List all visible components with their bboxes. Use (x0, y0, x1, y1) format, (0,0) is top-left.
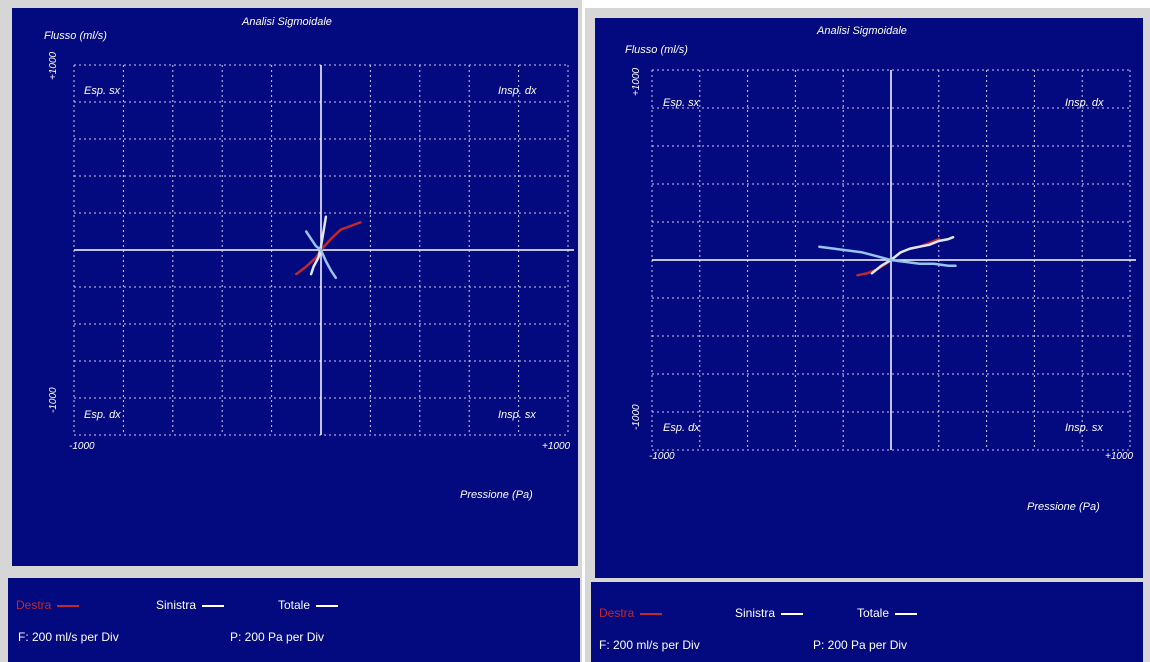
flow-scale-text: F: 200 ml/s per Div (599, 638, 700, 652)
x-max-tick-label: +1000 (1105, 451, 1134, 462)
quadrant-label-top-right: Insp. dx (1065, 97, 1104, 109)
quadrant-label-top-right: Insp. dx (498, 85, 537, 97)
y-axis-label: Flusso (ml/s) (44, 30, 107, 42)
quadrant-label-bottom-right: Insp. sx (1065, 422, 1103, 434)
y-max-tick-label: +1000 (48, 51, 59, 80)
series-line-destra (295, 221, 362, 276)
quadrant-label-bottom-left: Esp. dx (84, 409, 121, 421)
left-plot-area: Analisi Sigmoidale Flusso (ml/s) Pressione… (12, 8, 578, 566)
y-max-tick-label: +1000 (631, 67, 642, 96)
legend-totale: Totale (278, 598, 339, 612)
pressure-scale-text: P: 200 Pa per Div (230, 630, 325, 644)
series-line-totale (304, 230, 338, 280)
series-line-totale (818, 245, 957, 267)
legend-sinistra-swatch (781, 612, 804, 615)
x-axis-label: Pressione (Pa) (1027, 501, 1100, 513)
y-axis-label: Flusso (ml/s) (625, 44, 688, 56)
x-min-tick-label: -1000 (69, 441, 95, 452)
legend-destra-swatch (640, 612, 663, 615)
chart-title: Analisi Sigmoidale (241, 16, 332, 28)
quadrant-label-bottom-right: Insp. sx (498, 409, 536, 421)
legend-destra-label: Destra (599, 606, 635, 620)
quadrant-label-top-left: Esp. sx (84, 85, 121, 97)
y-min-tick-label: -1000 (48, 387, 59, 413)
legend-destra-swatch (57, 604, 80, 607)
right-legend-area: Destra Sinistra Totale F: 200 ml/s per D… (591, 582, 1143, 662)
series-line-sinistra (870, 235, 955, 275)
pressure-scale-text: P: 200 Pa per Div (813, 638, 908, 652)
legend-totale: Totale (857, 606, 918, 620)
right-sigmoid-chart: Analisi Sigmoidale Flusso (ml/s) Pressione… (625, 25, 1136, 513)
x-axis-label: Pressione (Pa) (460, 489, 533, 501)
legend-sinistra: Sinistra (156, 598, 225, 612)
legend-destra-label: Destra (16, 598, 52, 612)
legend-sinistra-swatch (202, 604, 225, 607)
x-max-tick-label: +1000 (542, 441, 571, 452)
legend-sinistra: Sinistra (735, 606, 804, 620)
flow-scale-text: F: 200 ml/s per Div (18, 630, 119, 644)
legend-totale-swatch (895, 612, 918, 615)
legend-destra: Destra (599, 606, 663, 620)
quadrant-label-bottom-left: Esp. dx (663, 422, 700, 434)
legend-totale-swatch (316, 604, 339, 607)
legend-totale-label: Totale (278, 598, 311, 612)
left-legend-area: Destra Sinistra Totale F: 200 ml/s per D… (8, 578, 580, 662)
legend-sinistra-label: Sinistra (735, 606, 776, 620)
quadrant-label-top-left: Esp. sx (663, 97, 700, 109)
legend-totale-label: Totale (857, 606, 890, 620)
x-min-tick-label: -1000 (649, 451, 675, 462)
left-sigmoid-chart: Analisi Sigmoidale Flusso (ml/s) Pressione… (44, 16, 574, 501)
right-plot-area: Analisi Sigmoidale Flusso (ml/s) Pressione… (595, 18, 1143, 578)
legend-destra: Destra (16, 598, 80, 612)
y-min-tick-label: -1000 (631, 404, 642, 430)
legend-sinistra-label: Sinistra (156, 598, 197, 612)
chart-title: Analisi Sigmoidale (816, 25, 907, 37)
right-chart-panel: Analisi Sigmoidale Flusso (ml/s) Pressione… (585, 8, 1150, 662)
left-chart-panel: Analisi Sigmoidale Flusso (ml/s) Pressione… (0, 0, 582, 662)
series-line-sinistra (309, 215, 328, 276)
